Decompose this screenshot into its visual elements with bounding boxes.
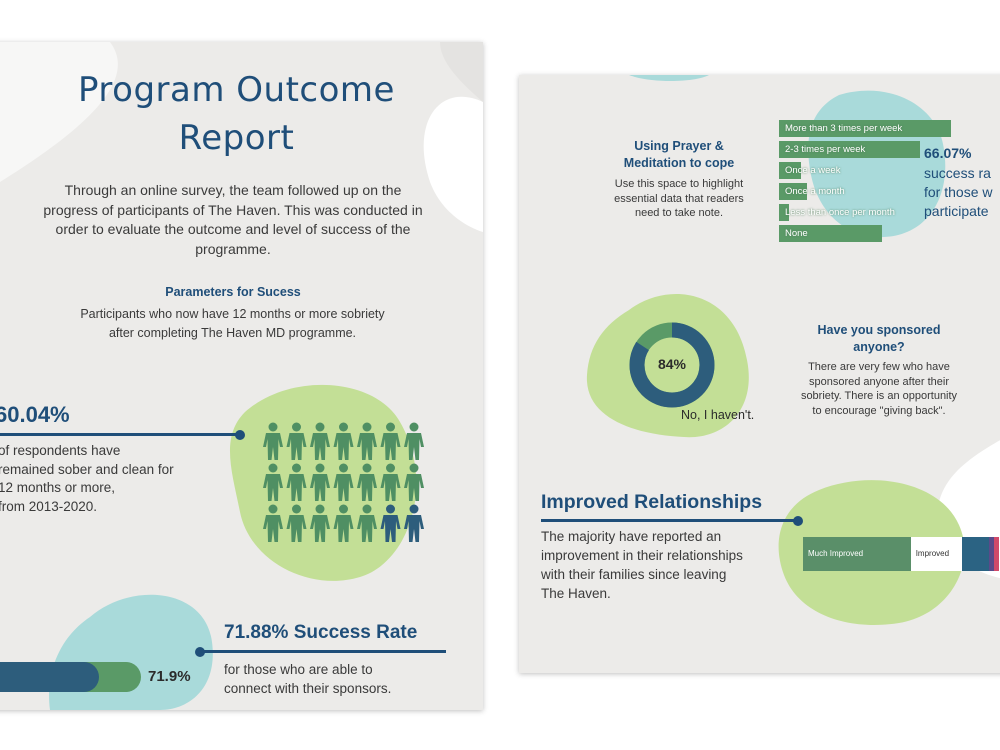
sober-desc-line: of respondents have (0, 443, 121, 458)
sponsor-body-line: sobriety. There is an opportunity (800, 390, 958, 402)
person-icon (263, 463, 283, 501)
left-page: Program Outcome Report Through an online… (0, 42, 483, 710)
prayer-bar (779, 120, 951, 137)
relationships-body-line: The majority have reported an (541, 529, 722, 544)
success-progress-fill (0, 662, 99, 692)
relationships-stacked-bar: Much Improved Improved (803, 537, 999, 571)
success-progress-label: 71.9% (148, 668, 191, 685)
sponsor-body-line: to encourage "giving back". (812, 404, 946, 417)
person-icon (404, 504, 424, 542)
sponsor-heading-line: Have you sponsored (817, 323, 941, 337)
people-icon-grid (263, 422, 424, 542)
person-icon (333, 422, 354, 460)
person-icon (404, 422, 424, 460)
prayer-bar (779, 204, 790, 221)
prayer-bar (779, 141, 921, 158)
prayer-bar (779, 183, 807, 200)
prayer-frequency-bar-chart: More than 3 times per week 2-3 times per … (779, 120, 959, 245)
sober-stat-dot (235, 430, 245, 440)
success-rate-line (201, 650, 446, 653)
prayer-stat-value: 66.07% (924, 145, 972, 161)
prayer-bar (779, 225, 883, 242)
sober-stat-value: 60.04% (0, 402, 70, 427)
person-icon (333, 504, 354, 542)
prayer-stat-line: success ra (924, 165, 991, 181)
person-icon (286, 504, 307, 542)
relationships-body-line: improvement in their relationships (541, 548, 743, 563)
sponsor-body-line: There are very few who have (808, 361, 950, 373)
relationship-segment: Much Improved (803, 537, 911, 571)
prayer-stat-line: for those w (924, 184, 993, 200)
person-icon (286, 463, 307, 501)
success-progress-track (0, 662, 141, 692)
person-icon (380, 504, 401, 542)
person-icon (333, 463, 354, 501)
prayer-bar-label: None (785, 228, 808, 239)
prayer-body: Use this space to highlight essential da… (574, 177, 784, 221)
report-title-line2: Report (178, 118, 295, 158)
prayer-bar-label: Once a month (785, 186, 845, 197)
prayer-body-line: Use this space to highlight (614, 178, 744, 190)
success-rate-dot (195, 647, 205, 657)
relationships-heading: Improved Relationships (541, 491, 763, 513)
relationship-segment (989, 537, 994, 571)
prayer-body-line: need to take note. (634, 207, 724, 219)
prayer-bar-label: Less than once per month (785, 207, 895, 218)
person-icon (310, 422, 330, 460)
params-text: Participants who now have 12 months or m… (80, 307, 385, 340)
sponsor-heading-line: anyone? (853, 340, 905, 354)
sober-stat-line (0, 433, 238, 436)
person-icon (380, 463, 401, 501)
intro-paragraph: Through an online survey, the team follo… (43, 182, 423, 257)
person-icon (286, 422, 307, 460)
prayer-bar-label: More than 3 times per week (785, 123, 903, 134)
sponsor-body: There are very few who have sponsored an… (794, 360, 964, 418)
relationship-segment (994, 537, 999, 571)
relationships-dot (793, 516, 803, 526)
person-icon (310, 504, 330, 542)
success-rate-heading: 71.88% Success Rate (224, 622, 418, 643)
sober-desc-line: 12 months or more, (0, 480, 116, 495)
relationship-segment (961, 537, 989, 571)
sponsor-donut-chart (629, 322, 715, 408)
relationships-body-line: The Haven. (541, 586, 611, 601)
person-icon (263, 504, 283, 542)
prayer-bar (779, 162, 802, 179)
report-title: Program Outcome Report (0, 66, 483, 162)
person-icon (357, 463, 377, 501)
prayer-heading: Using Prayer & Meditation to cope (574, 138, 784, 172)
success-rate-description: for those who are able to connect with t… (224, 660, 391, 698)
donut-percent-label: 84% (657, 356, 687, 372)
prayer-bar-label: 2-3 times per week (785, 144, 866, 155)
person-icon (357, 422, 377, 460)
person-icon (310, 463, 330, 501)
person-icon (404, 463, 424, 501)
donut-arc (629, 322, 715, 408)
prayer-heading-line: Using Prayer & (634, 139, 724, 153)
prayer-bar-label: Once a week (785, 165, 841, 176)
success-desc-line: for those who are able to (224, 662, 373, 677)
prayer-stat-line: participate (924, 203, 989, 219)
sober-desc-line: remained sober and clean for (0, 461, 174, 477)
person-icon (263, 422, 283, 460)
right-page: Using Prayer & Meditation to cope Use th… (519, 75, 1000, 673)
person-icon (380, 422, 401, 460)
prayer-body-line: essential data that readers (614, 192, 744, 205)
sponsor-heading: Have you sponsored anyone? (799, 322, 959, 356)
prayer-heading-line: Meditation to cope (623, 156, 735, 170)
report-title-line1: Program Outcome (78, 70, 395, 110)
relationships-body: The majority have reported an improvemen… (541, 527, 743, 603)
relationship-segment: Improved (910, 537, 962, 571)
sober-desc-line: from 2013-2020. (0, 498, 98, 514)
donut-caption: No, I haven't. (681, 408, 755, 422)
relationships-line (541, 519, 798, 522)
params-heading: Parameters for Sucess (165, 285, 301, 299)
prayer-stat-text: success ra for those w participate (924, 164, 992, 221)
person-icon (357, 504, 377, 542)
sponsor-body-line: sponsored anyone after their (808, 375, 950, 388)
relationships-body-line: with their families since leaving (541, 567, 727, 582)
sober-stat-description: of respondents have remained sober and c… (0, 442, 213, 516)
success-desc-line: connect with their sponsors. (224, 681, 392, 696)
